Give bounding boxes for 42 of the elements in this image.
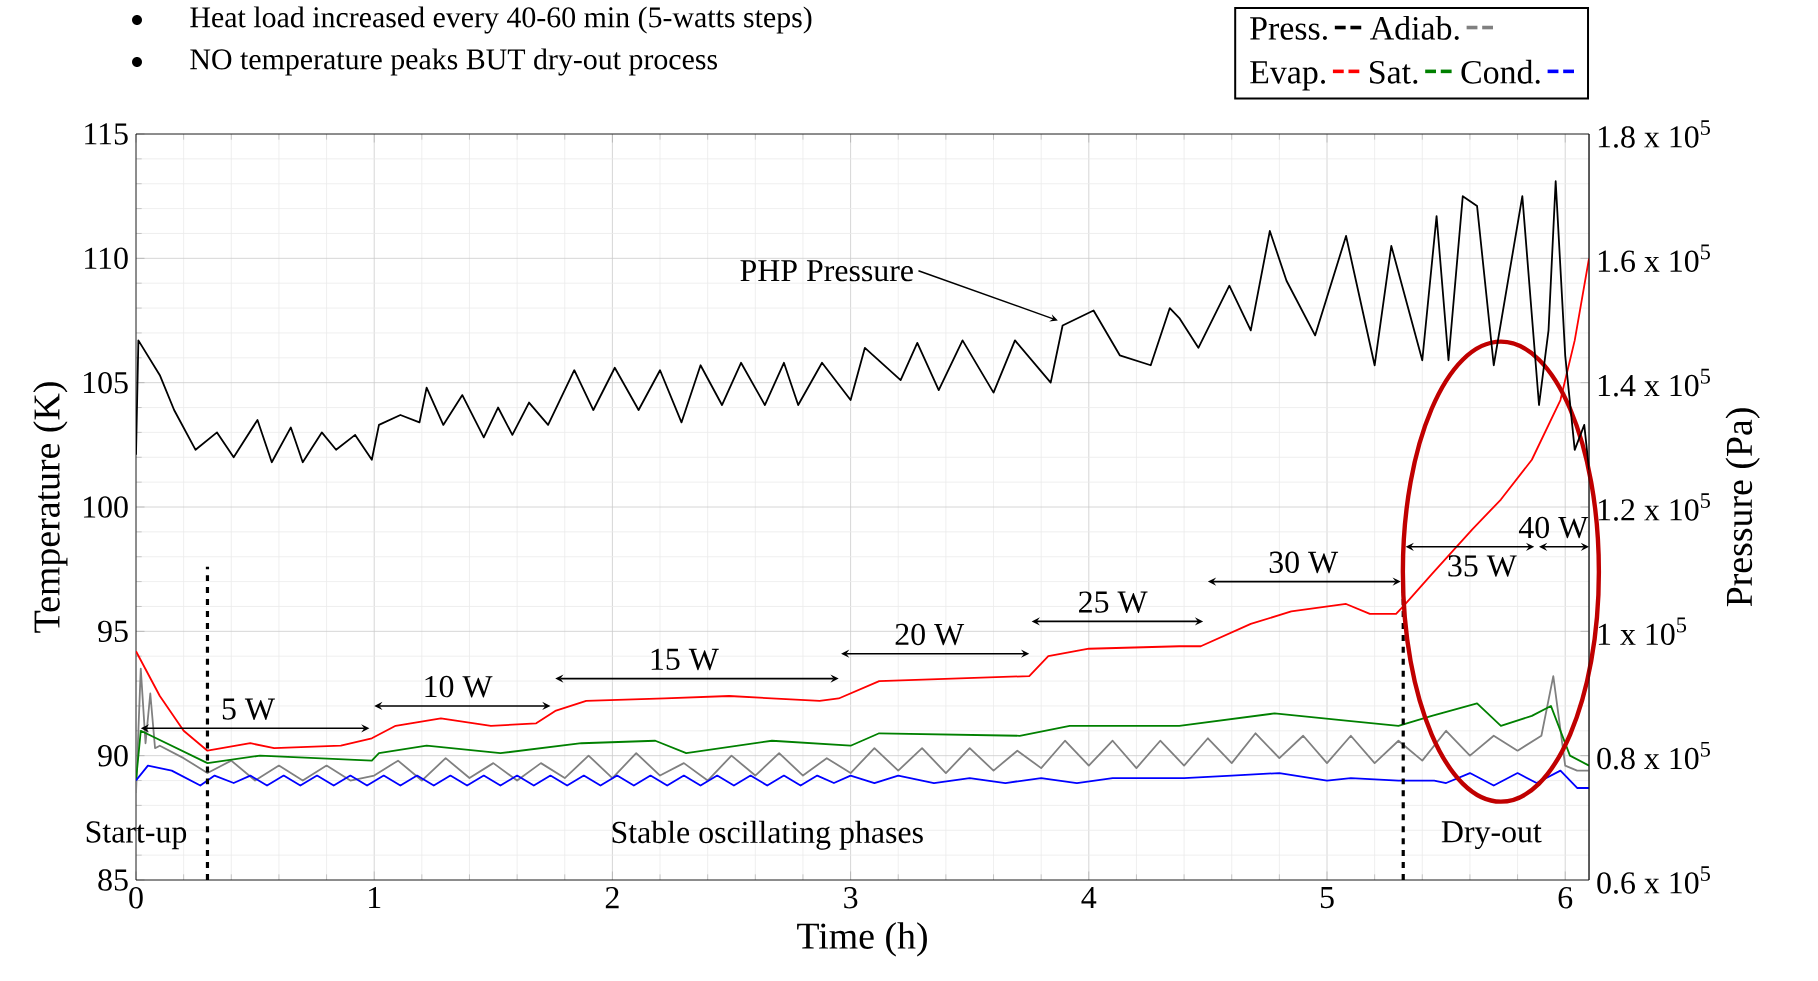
y2-tick-label: 1.8 x 10$^{5}$ — [1598, 120, 1710, 148]
annotation: 30 W — [1269, 551, 1339, 574]
y-tick-label: 110 — [85, 247, 128, 270]
x-tick-label: 4 — [1081, 887, 1097, 909]
annotation: 10 W — [425, 675, 493, 698]
annotation: Dry-out — [1441, 821, 1542, 850]
x-tick-label: 3 — [844, 887, 858, 909]
y-tick-label: 95 — [98, 620, 128, 643]
y2-tick-label: 1.2 x 10$^{5}$ — [1598, 493, 1710, 521]
x-tick-label: 5 — [1320, 887, 1334, 909]
y2-tick-label: 1.4 x 10$^{5}$ — [1598, 368, 1710, 397]
y2-tick-label: 0.6 x 10$^{5}$ — [1597, 866, 1710, 894]
y2-tick-label: 1 x 10$^{5}$ — [1598, 617, 1687, 646]
y2-axis-title: Pressure (Pa) — [1725, 408, 1760, 607]
x-tick-label: 2 — [605, 887, 619, 909]
x-axis-title: Time (h) — [797, 922, 927, 957]
annotation: 5 W — [222, 698, 275, 720]
text: Heat load increased every 40-60 min (5-watts steps) — [190, 6, 812, 34]
legend-label: Press. — [1250, 17, 1327, 40]
annotation: PHP Pressure — [740, 260, 913, 282]
annotation: 25 W — [1079, 591, 1148, 613]
y-tick-label: 85 — [98, 869, 128, 891]
legend-label: Sat. — [1370, 60, 1418, 84]
x-tick-label: 6 — [1558, 887, 1573, 909]
y-tick-label: 105 — [83, 371, 128, 394]
annotation: Start-up — [86, 821, 187, 850]
annotation: 20 W — [895, 623, 965, 646]
annotation: 35 W — [1448, 555, 1517, 577]
y-tick-label: 90 — [98, 744, 128, 767]
y-axis-title: Temperature (K) — [33, 382, 68, 633]
legend-label: Adiab. — [1370, 15, 1459, 40]
annotation: 15 W — [651, 648, 719, 671]
x-tick-label: 0 — [129, 887, 143, 909]
y-tick-label: 100 — [83, 496, 128, 518]
legend-label: Cond. — [1461, 59, 1540, 84]
annotation: Stable oscillating phases — [612, 820, 923, 850]
y2-tick-label: 1.6 x 10$^{5}$ — [1598, 244, 1710, 273]
y-tick-label: 115 — [85, 123, 128, 145]
x-tick-label: 1 — [369, 887, 381, 909]
y2-tick-label: 0.8 x 10$^{5}$ — [1597, 741, 1710, 770]
text: NO temperature peaks BUT dry-out process — [190, 48, 718, 76]
legend-label: Evap. — [1250, 61, 1326, 91]
